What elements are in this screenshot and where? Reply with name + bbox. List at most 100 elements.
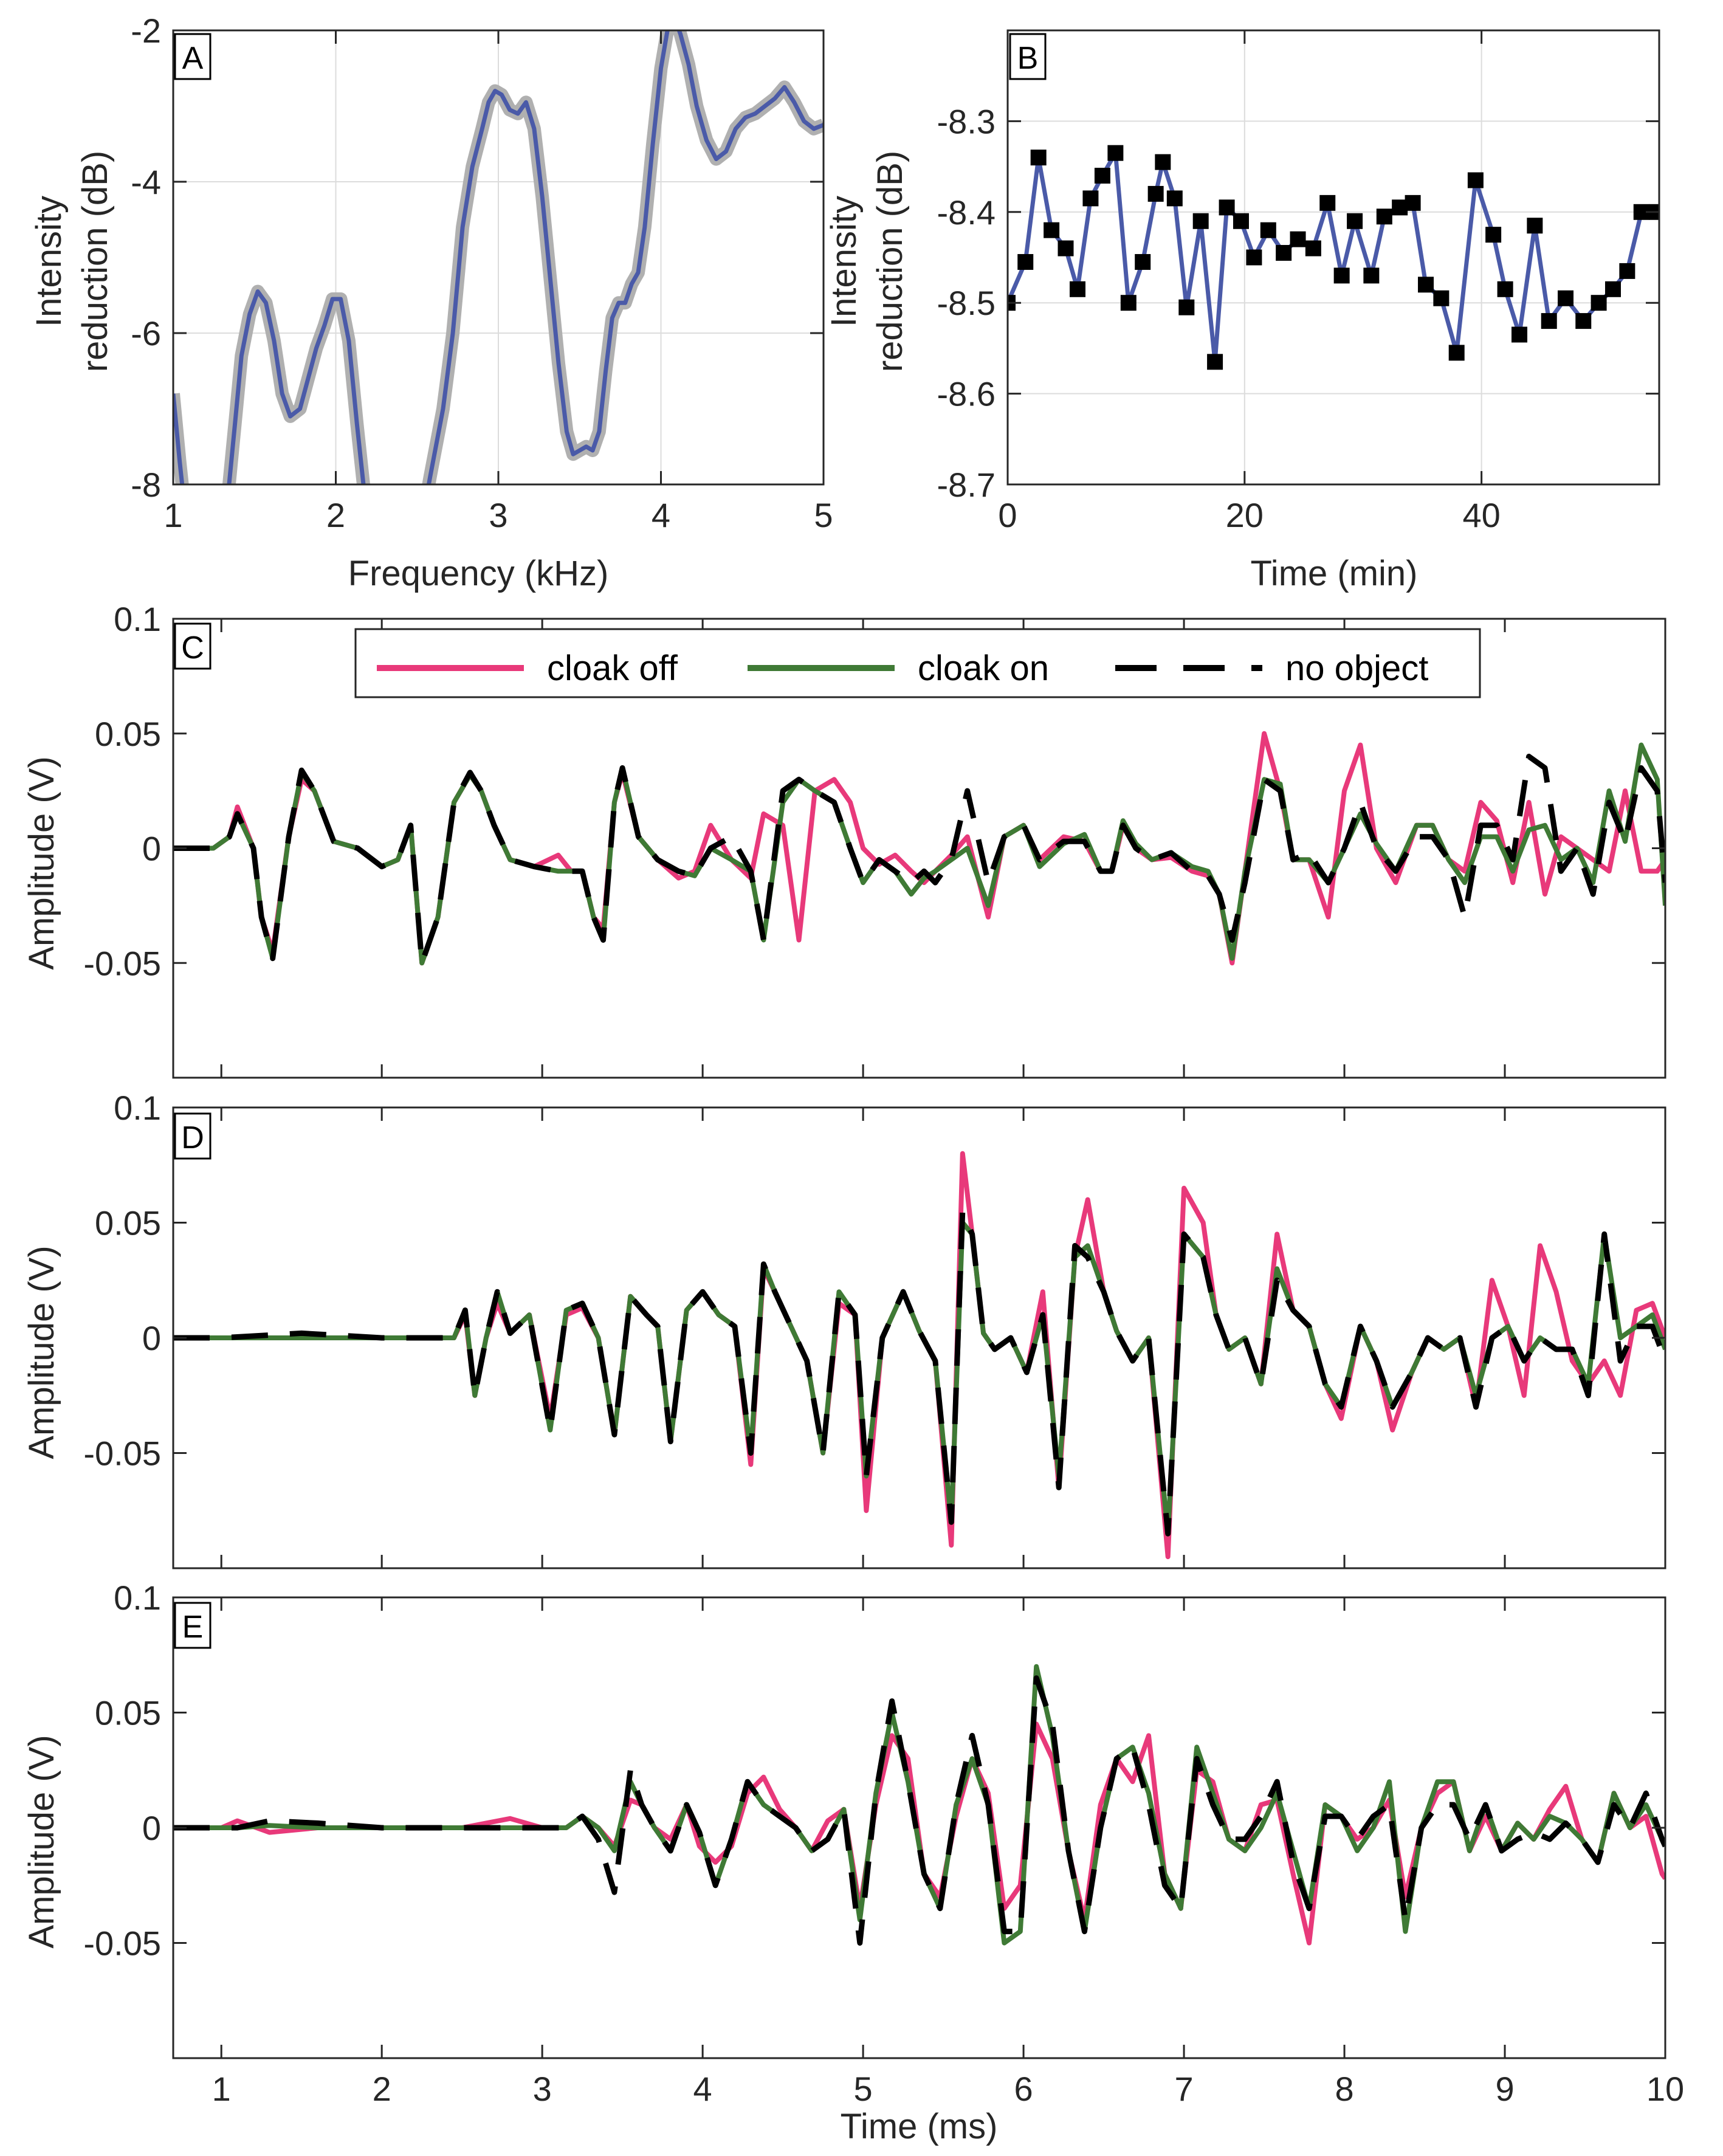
panel-a-marks [173,30,824,484]
panel-b-marker [1017,253,1034,270]
panel-b-ytick-label: -8.4 [937,193,996,232]
panel-c-ylabel: Amplitude (V) [22,756,61,970]
panel-d-series-no-object [173,1208,1665,1537]
panel-a-xtick-label: 3 [489,496,507,534]
panel-a-xtick-label: 1 [163,496,182,534]
panel-b-marker [1527,218,1543,234]
panel-e-xlabel: Time (ms) [841,2107,998,2146]
panel-b-marker [1044,222,1060,238]
panel-b-marker [1246,249,1262,266]
panel-b-xticks: 0 20 40 [998,30,1501,534]
panel-c-series-no-object [173,754,1665,966]
panel-a-ylabel-line1: Intensity [29,196,69,327]
panel-b-letter: B [1017,41,1039,76]
panel-b-marker [1575,313,1592,329]
panel-a-xtick-label: 2 [326,496,345,534]
panel-e-xtick-label: 7 [1174,2070,1193,2108]
panel-a-letter: A [182,41,204,76]
panel-b-marker [1485,227,1502,243]
panel-b-marker [1207,354,1223,370]
panel-a-xticks: 1 2 3 4 5 [163,30,833,534]
panel-b: 0 20 40 -8.3 -8.4 -8.5 -8.6 -8.7 Time (min) In… [824,29,1660,593]
panel-e-xtick-label: 6 [1014,2070,1033,2108]
panel-b-letter-box [1009,33,1047,80]
panel-e-yticks: 0.1 0.05 0 -0.05 [83,1579,1665,2059]
panel-e-xtick-label: 5 [854,2070,873,2108]
panel-c: 0.1 0.05 0 -0.05 Amplitude (V) C cloak off … [22,600,1666,1079]
panel-b-xlabel: Time (min) [1251,554,1418,593]
panel-e-xtick-label: 1 [212,2070,231,2108]
panel-a-yticks: -2 -4 -6 -8 [131,12,824,504]
panel-b-marker [1619,263,1635,279]
panel-b-marker [1347,213,1363,229]
panel-d-ytick-label: 0.1 [114,1089,161,1127]
panel-b-ytick-label: -8.5 [937,284,996,322]
panel-b-marker [1363,267,1380,284]
panel-d-ytick-label: -0.05 [83,1434,161,1473]
panel-d-letter: D [181,1120,204,1155]
legend-label-no-object: no object [1285,649,1428,688]
panel-d-yticks: 0.1 0.05 0 -0.05 [83,1089,1665,1569]
panel-e-ytick-label: 0.05 [95,1694,161,1732]
panel-e-ytick-label: 0 [142,1809,161,1847]
legend-label-cloak-on: cloak on [918,649,1049,688]
panel-b-marker [1591,295,1607,311]
panel-e-xtick-label: 10 [1646,2070,1684,2108]
panel-b-marker [1319,195,1336,211]
panel-e-marks [173,1664,1665,1946]
panel-c-ytick-label: -0.05 [83,944,161,982]
legend-label-cloak-off: cloak off [547,649,678,688]
panel-b-ylabel-line2: reduction (dB) [870,151,910,372]
panel-b-yticks: -8.3 -8.4 -8.5 -8.6 -8.7 [937,102,1659,504]
panel-a-ytick-label: -8 [131,466,161,504]
panel-b-marker [1107,145,1124,161]
panel-a: 1 2 3 4 5 -2 -4 -6 -8 Frequency (kHz) Intensity… [29,12,833,593]
panel-b-marker [1166,190,1183,207]
panel-e-xtick-label: 8 [1335,2070,1353,2108]
panel-b-frame [1006,29,1660,486]
panel-d-ytick-label: 0.05 [95,1204,161,1242]
panel-b-marker [1433,290,1450,306]
panel-c-ytick-label: 0.1 [114,600,161,638]
panel-b-marker [1497,281,1513,297]
panel-a-ylabel-line2: reduction (dB) [75,151,115,372]
panel-b-marker [1120,295,1137,311]
panel-b-marker [1233,213,1249,229]
panel-b-ytick-label: -8.7 [937,466,996,504]
panel-b-marker [1448,345,1465,361]
panel-b-marker [1155,154,1171,170]
panel-b-marker [1069,281,1085,297]
panel-b-marker [1276,245,1292,261]
panel-b-marker [1219,199,1235,216]
panel-d-ylabel: Amplitude (V) [22,1245,61,1459]
panel-d-ytick-label: 0 [142,1319,161,1357]
panel-b-marker [1082,190,1099,207]
panel-b-marker [1418,277,1434,293]
panel-e-xtick-label: 3 [533,2070,552,2108]
panel-b-marker [1305,240,1321,257]
panel-e-ytick-label: 0.1 [114,1579,161,1617]
panel-d: 0.1 0.05 0 -0.05 Amplitude (V) D [22,1089,1666,1569]
panel-e-xticks: 1 2 3 4 5 6 7 8 9 10 [212,1597,1684,2108]
panel-b-marker [1135,253,1151,270]
panel-e: 1 2 3 4 5 6 7 8 9 10 0.10.050-0.05 Amplitude (V) … [22,1579,1684,2146]
panel-e-xtick-label: 2 [373,2070,391,2108]
panel-b-marker [1260,222,1276,238]
panel-a-xtick-label: 5 [814,496,833,534]
panel-c-letter: C [181,630,204,666]
panel-a-ytick-label: -6 [131,314,161,353]
panel-b-marks [1008,145,1659,370]
panel-b-marker [1030,150,1047,166]
panel-c-ytick-label: 0 [142,830,161,868]
panel-c-marks [173,731,1665,966]
panel-a-letter-box [174,33,212,80]
panel-c-yticks: 0.1 0.05 0 -0.05 [83,600,1665,1079]
panel-b-marker [1376,208,1392,225]
panel-d-marks [173,1151,1665,1560]
panel-d-xticks [220,1107,1666,1568]
panel-e-ylabel: Amplitude (V) [22,1735,61,1948]
panel-b-marker [1333,267,1350,284]
panel-b-marker [1147,185,1164,202]
panel-c-letter-box [174,622,212,670]
